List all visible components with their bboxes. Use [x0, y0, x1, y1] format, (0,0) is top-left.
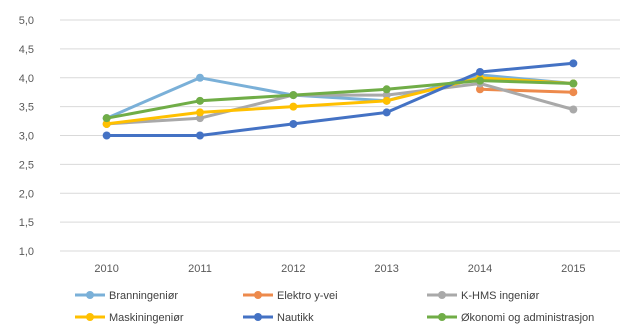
data-point: [196, 131, 204, 140]
x-tick-label: 2012: [281, 263, 305, 275]
y-tick-label: 1,0: [19, 246, 34, 258]
series-line: [105, 61, 575, 137]
data-point: [569, 88, 578, 97]
y-tick-label: 2,0: [19, 188, 34, 200]
x-axis-ticks: 2010 2011 2012 2013 2014 2015: [94, 263, 585, 275]
y-tick-label: 5,0: [19, 15, 34, 27]
y-axis-ticks: 1,0 1,5 2,0 2,5 3,0 3,5 4,0 4,5 5,0: [19, 15, 34, 258]
data-point: [289, 119, 298, 128]
series-1: [476, 85, 578, 97]
series-line: [105, 82, 575, 126]
legend-swatch-marker: [86, 291, 94, 299]
series-4: [102, 59, 578, 140]
legend-item: K-HMS ingeniør: [427, 290, 540, 302]
series-line: [105, 79, 575, 120]
data-point: [476, 85, 484, 94]
x-tick-label: 2010: [94, 263, 118, 275]
legend-label: Maskiningeniør: [109, 312, 184, 324]
data-point: [289, 91, 298, 100]
series-line: [478, 87, 575, 94]
data-point: [102, 119, 111, 128]
legend-label: Elektro y-vei: [277, 290, 338, 302]
y-tick-label: 4,0: [19, 73, 34, 85]
series-5: [102, 76, 578, 123]
legend-item: Elektro y-vei: [243, 290, 338, 302]
data-point: [196, 73, 204, 82]
data-point: [569, 59, 578, 68]
data-point: [476, 76, 484, 85]
x-tick-label: 2013: [374, 263, 398, 275]
legend-swatch-marker: [438, 313, 446, 321]
data-point: [569, 79, 578, 88]
data-point: [382, 85, 391, 94]
y-tick-label: 2,5: [19, 159, 34, 171]
series-line: [105, 76, 575, 126]
data-point: [289, 102, 298, 111]
x-tick-label: 2011: [188, 263, 212, 275]
data-point: [196, 96, 204, 105]
legend-label: K-HMS ingeniør: [461, 290, 540, 302]
series-line: [105, 73, 575, 120]
data-point: [382, 108, 391, 117]
data-point: [196, 108, 204, 117]
legend-swatch-marker: [438, 291, 446, 299]
legend: Branningeniør Elektro y-vei K-HMS ingeniør…: [75, 290, 594, 324]
data-point: [476, 67, 484, 76]
legend-label: Branningeniør: [109, 290, 178, 302]
legend-label: Økonomi og administrasjon: [461, 312, 594, 324]
legend-item: Maskiningeniør: [75, 312, 184, 324]
legend-item: Økonomi og administrasjon: [427, 312, 594, 324]
y-tick-label: 1,5: [19, 217, 34, 229]
x-tick-label: 2014: [468, 263, 492, 275]
legend-item: Nautikk: [243, 312, 314, 324]
data-point: [102, 114, 111, 123]
series-group: [102, 59, 578, 140]
data-point: [102, 131, 111, 140]
y-tick-label: 4,5: [19, 44, 34, 56]
y-tick-label: 3,5: [19, 102, 34, 114]
legend-item: Branningeniør: [75, 290, 178, 302]
y-tick-label: 3,0: [19, 131, 34, 143]
data-point: [382, 96, 391, 105]
data-point: [196, 114, 204, 123]
x-tick-label: 2015: [561, 263, 585, 275]
legend-swatch-marker: [254, 291, 262, 299]
data-point: [569, 105, 578, 114]
legend-label: Nautikk: [277, 312, 314, 324]
legend-swatch-marker: [86, 313, 94, 321]
data-point: [382, 91, 391, 100]
legend-swatch-marker: [254, 313, 262, 321]
